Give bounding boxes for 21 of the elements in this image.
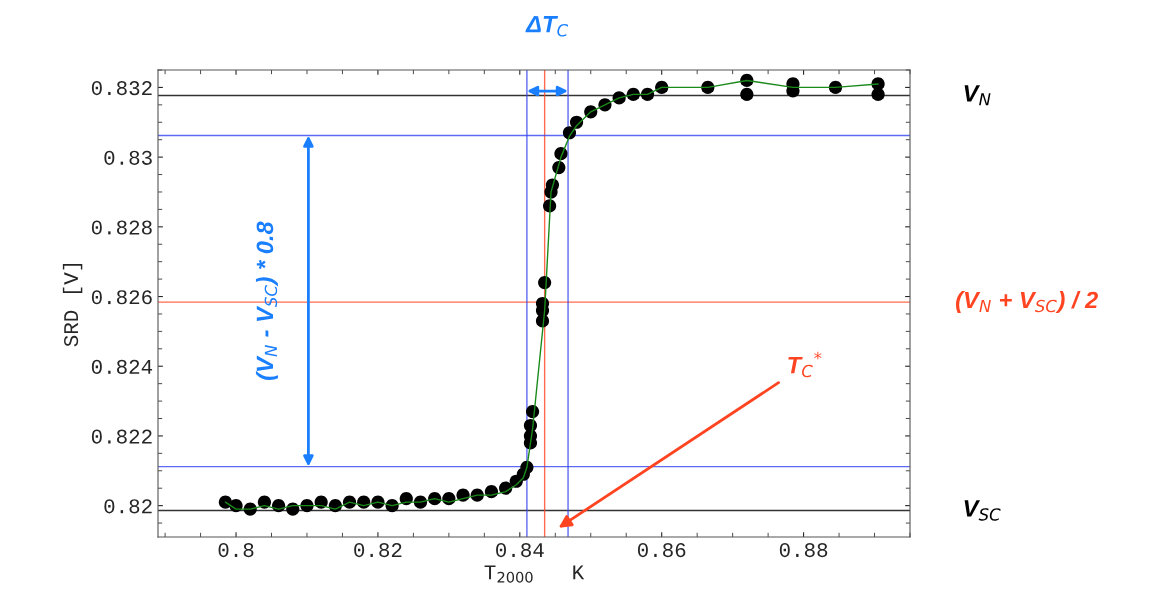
x-tick-label: 0.8 [218, 543, 254, 558]
x-tick-label: 0.82 [354, 543, 402, 558]
y-tick-label: 0.83 [104, 150, 152, 165]
y-tick-label: 0.824 [91, 359, 153, 374]
y-tick-label: 0.832 [91, 81, 152, 96]
x-tick-label: 0.84 [496, 543, 544, 558]
annotation: (V$_{N}$ - V$_{SC}$) * 0.8 [255, 221, 278, 381]
ref-line-label: V$_{N}$ [964, 85, 991, 106]
y-tick-label: 0.822 [91, 429, 152, 444]
ref-line-label: V$_{SC}$ [964, 500, 1001, 521]
y-tick-label: 0.828 [91, 220, 152, 235]
y-axis-title: SRD [V] [62, 263, 83, 347]
ref-line-label: T$_{C}$$^{*}$ [788, 351, 822, 378]
text: T$_{2000}$ K [484, 565, 585, 583]
x-tick-label: 0.88 [779, 543, 828, 558]
point [740, 87, 754, 101]
ref-line-label: (V$_{N}$ + V$_{SC}$) / 2 [955, 291, 1098, 314]
text: ΔT$_{C}$ [525, 16, 569, 37]
y-tick-label: 0.826 [91, 290, 152, 305]
y-tick-label: 0.82 [104, 499, 152, 514]
x-tick-label: 0.86 [637, 543, 686, 558]
